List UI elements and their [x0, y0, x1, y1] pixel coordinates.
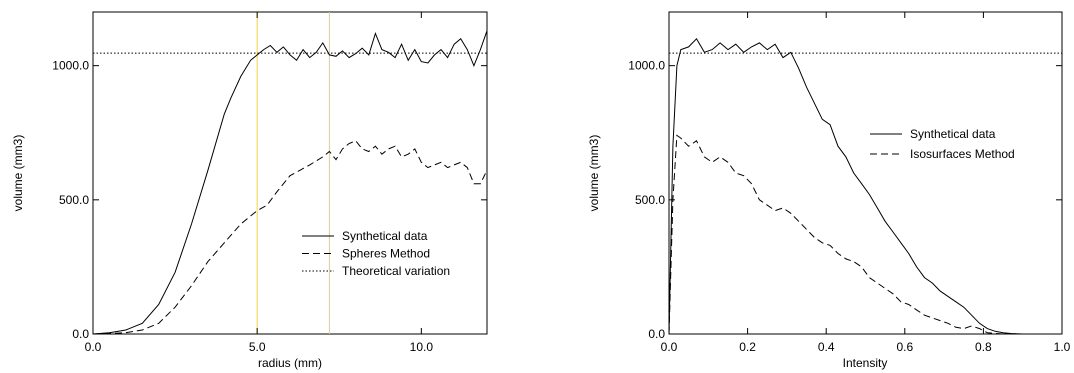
x-axis-label-right: Intensity: [843, 356, 888, 370]
x-axis-label-left: radius (mm): [258, 356, 322, 370]
legend-label: Synthetical data: [342, 229, 428, 243]
legend-left: Synthetical data Spheres Method Theoretica…: [302, 229, 450, 278]
x-tick-label: 0.0: [661, 340, 678, 354]
series-line-solid: [668, 37, 1062, 335]
x-tick-label: 10.0: [410, 340, 434, 354]
legend-right: Synthetical data Isosurfaces Method: [870, 127, 1015, 161]
legend-label: Synthetical data: [910, 127, 996, 141]
chart-intensity: 0.0 0.2 0.4 0.6 0.8 1.0 0.0 500.0 1000.0 Intensi…: [587, 11, 1071, 370]
legend-label: Spheres Method: [342, 247, 430, 261]
x-tick-label: 0.0: [85, 340, 102, 354]
x-tick-label: 0.8: [975, 340, 992, 354]
y-axis-label-right: volume (mm3): [587, 135, 601, 212]
y-tick-label: 0.0: [72, 327, 89, 341]
plot-frame-right: [668, 11, 1063, 335]
series-line-dashed: [668, 134, 1062, 335]
y-tick-label: 500.0: [59, 193, 89, 207]
y-axis-label-left: volume (mm3): [11, 135, 25, 212]
legend-label: Theoretical variation: [342, 264, 450, 278]
series-line-solid: [92, 30, 488, 335]
chart-radius: 0.0 5.0 10.0 0.0 500.0 1000.0 radius (mm) vol…: [11, 11, 488, 370]
y-tick-label: 1000.0: [52, 59, 89, 73]
legend-label: Isosurfaces Method: [910, 147, 1015, 161]
x-tick-label: 0.2: [739, 340, 756, 354]
y-tick-label: 0.0: [648, 327, 665, 341]
x-tick-label: 0.4: [818, 340, 835, 354]
x-tick-label: 1.0: [1054, 340, 1071, 354]
x-tick-label: 5.0: [249, 340, 266, 354]
series-line-dashed: [92, 140, 488, 335]
plot-frame-left: [92, 11, 488, 335]
y-tick-label: 1000.0: [628, 59, 665, 73]
x-tick-label: 0.6: [896, 340, 913, 354]
y-tick-label: 500.0: [635, 193, 665, 207]
